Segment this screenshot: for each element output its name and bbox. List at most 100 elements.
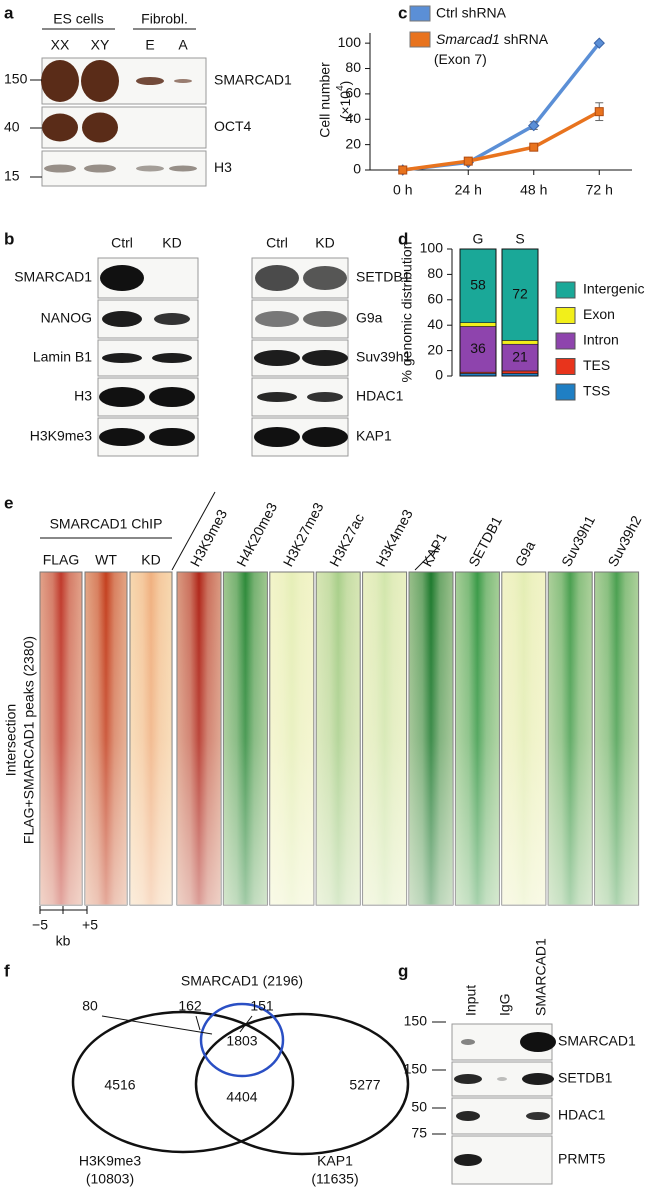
pointer bbox=[239, 1015, 253, 1033]
pointer bbox=[101, 1015, 213, 1035]
protein-label: SETDB1 bbox=[356, 269, 411, 285]
band bbox=[44, 164, 76, 173]
region-count: 4404 bbox=[226, 1089, 257, 1105]
legend-part: shRNA bbox=[500, 31, 549, 47]
lane-label: Input bbox=[463, 985, 479, 1016]
legend-label: Intergenic bbox=[583, 281, 644, 297]
band bbox=[254, 427, 300, 447]
group-label: SMARCAD1 ChIP bbox=[50, 516, 163, 532]
heatmap-fade bbox=[594, 572, 639, 905]
panel-label: d bbox=[398, 229, 408, 248]
y-tick-label: 60 bbox=[345, 85, 361, 101]
series-line bbox=[402, 110, 601, 172]
lane-label: XY bbox=[91, 37, 110, 53]
region-count: 151 bbox=[250, 998, 274, 1014]
heatmap-fade bbox=[548, 572, 593, 905]
heatmap-fade bbox=[409, 572, 453, 905]
band bbox=[461, 1039, 475, 1045]
region-count: 162 bbox=[178, 998, 202, 1014]
set-name: H3K9me3 bbox=[79, 1153, 141, 1169]
size-marker: 150 bbox=[404, 1061, 428, 1077]
row-label: Intersection bbox=[3, 704, 19, 776]
lane-label: KD bbox=[315, 235, 334, 251]
legend-swatch bbox=[555, 358, 576, 375]
size-marker: 50 bbox=[411, 1099, 427, 1115]
point bbox=[529, 142, 539, 152]
band bbox=[81, 60, 119, 102]
y-tick-label: 20 bbox=[427, 341, 443, 357]
y-tick-label: 40 bbox=[427, 316, 443, 332]
heatmap-fade bbox=[223, 572, 268, 905]
y-axis-label: Cell number bbox=[317, 62, 333, 138]
legend-label: Exon bbox=[583, 306, 615, 322]
band bbox=[255, 265, 299, 291]
point bbox=[594, 107, 604, 117]
protein-label: SMARCAD1 bbox=[558, 1033, 636, 1049]
band bbox=[454, 1154, 482, 1166]
value-label: 36 bbox=[470, 340, 486, 356]
band bbox=[255, 311, 299, 327]
protein-label: KAP1 bbox=[356, 428, 392, 444]
column-label: G9a bbox=[512, 538, 539, 569]
protein-label: OCT4 bbox=[214, 118, 252, 134]
band bbox=[154, 313, 190, 325]
band bbox=[102, 353, 142, 363]
band bbox=[497, 1077, 507, 1081]
protein-label: HDAC1 bbox=[558, 1107, 606, 1123]
region-count: 80 bbox=[82, 998, 98, 1014]
x-tick-label: G bbox=[473, 231, 484, 247]
bar-frame bbox=[459, 248, 497, 377]
legend-label: Ctrl shRNA bbox=[436, 5, 507, 21]
heatmap-fade bbox=[362, 572, 407, 905]
venn-set bbox=[71, 1010, 295, 1154]
band bbox=[456, 1111, 480, 1121]
legend-swatch bbox=[409, 31, 431, 48]
heatmap-fade bbox=[501, 572, 546, 905]
heatmap-fade bbox=[316, 572, 361, 905]
column-label: H4K20me3 bbox=[233, 500, 280, 570]
column-label: H3K9me3 bbox=[187, 506, 230, 569]
unit-part: ) bbox=[337, 81, 353, 86]
panel-label: a bbox=[4, 3, 14, 22]
column-label: KAP1 bbox=[419, 530, 450, 569]
y-tick-label: 60 bbox=[427, 291, 443, 307]
unit-part: (×10 bbox=[337, 91, 353, 120]
bar-segment bbox=[501, 370, 539, 374]
panel-label: f bbox=[4, 961, 10, 980]
legend-label: Smarcad1 shRNA (Exon 7) bbox=[430, 31, 549, 67]
size-marker: 150 bbox=[404, 1013, 428, 1029]
band bbox=[136, 165, 164, 172]
protein-label: PRMT5 bbox=[558, 1151, 606, 1167]
scale-label: +5 bbox=[82, 917, 98, 933]
heatmap-fade bbox=[85, 572, 127, 905]
lane-label: Ctrl bbox=[266, 235, 288, 251]
size-marker: 15 bbox=[4, 168, 20, 184]
lane-label: A bbox=[178, 37, 188, 53]
legend-swatch bbox=[555, 281, 576, 299]
size-marker: 75 bbox=[411, 1125, 427, 1141]
divider bbox=[414, 544, 441, 571]
y-tick-label: 0 bbox=[353, 161, 361, 177]
heatmap-fade bbox=[40, 572, 82, 905]
point bbox=[528, 119, 540, 132]
band bbox=[169, 165, 197, 172]
column-label: Suv39h2 bbox=[604, 513, 644, 569]
bar-frame bbox=[501, 248, 539, 377]
y-tick-label: 100 bbox=[338, 34, 362, 50]
legend-swatch bbox=[555, 383, 576, 401]
protein-label: SMARCAD1 bbox=[14, 269, 92, 285]
legend-note: (Exon 7) bbox=[430, 51, 487, 67]
y-axis-unit: (×104) bbox=[335, 81, 353, 120]
band bbox=[84, 164, 116, 173]
band bbox=[302, 427, 348, 447]
y-tick-label: 80 bbox=[427, 265, 443, 281]
protein-label: HDAC1 bbox=[356, 388, 404, 404]
legend-swatch bbox=[555, 307, 576, 324]
protein-label: Lamin B1 bbox=[33, 349, 92, 365]
column-label: H3K4me3 bbox=[372, 506, 415, 569]
band bbox=[100, 265, 144, 291]
bar-segment bbox=[459, 322, 497, 327]
band bbox=[149, 387, 195, 407]
y-tick-label: 40 bbox=[345, 110, 361, 126]
